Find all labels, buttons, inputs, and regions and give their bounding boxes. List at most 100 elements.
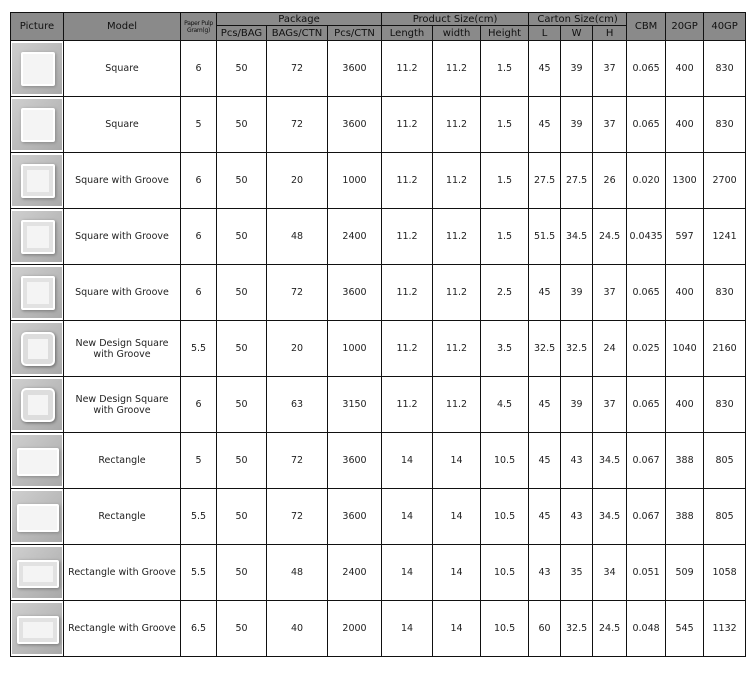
product-picture xyxy=(10,152,64,209)
cell-length: 11.2 xyxy=(381,96,434,153)
cell-height: 4.5 xyxy=(480,376,530,433)
cell-model: New Design Square with Groove xyxy=(63,376,181,433)
cell-model: Rectangle xyxy=(63,488,181,545)
cell-bags-ctn: 72 xyxy=(266,432,328,489)
cell-height: 10.5 xyxy=(480,488,530,545)
rectangle-tray-image xyxy=(12,435,62,486)
rectangle-tray-image xyxy=(12,491,62,542)
cell-bags-ctn: 72 xyxy=(266,264,328,321)
cell-w: 39 xyxy=(560,264,594,321)
cell-width: 14 xyxy=(432,544,482,601)
cell-cbm: 0.020 xyxy=(626,152,667,209)
cell-pcs-bag: 50 xyxy=(216,600,267,657)
cell-pcs-bag: 50 xyxy=(216,432,267,489)
cell-height: 1.5 xyxy=(480,208,530,265)
cell-gp20: 388 xyxy=(665,488,705,545)
cell-pcs-bag: 50 xyxy=(216,488,267,545)
header-bags-ctn: BAGs/CTN xyxy=(266,25,328,41)
cell-gp20: 545 xyxy=(665,600,705,657)
cell-height: 2.5 xyxy=(480,264,530,321)
cell-w: 43 xyxy=(560,432,594,489)
cell-gp40: 830 xyxy=(703,40,747,97)
cell-bags-ctn: 63 xyxy=(266,376,328,433)
header-model: Model xyxy=(63,12,181,41)
cell-bags-ctn: 48 xyxy=(266,208,328,265)
cell-width: 14 xyxy=(432,432,482,489)
cell-model: Rectangle xyxy=(63,432,181,489)
square-tray-image xyxy=(12,43,62,94)
cell-l: 45 xyxy=(528,488,562,545)
cell-gp40: 2700 xyxy=(703,152,747,209)
cell-gp20: 400 xyxy=(665,40,705,97)
cell-gp40: 1132 xyxy=(703,600,747,657)
table-row: Rectangle with Groove 5.5 50 48 2400 14 14 10.5… xyxy=(10,544,747,601)
cell-w: 39 xyxy=(560,96,594,153)
table-row: Square 5 50 72 3600 11.2 11.2 1.5 45 39 37 0.065 400… xyxy=(10,96,747,153)
product-picture xyxy=(10,376,64,433)
cell-w: 39 xyxy=(560,376,594,433)
header-picture: Picture xyxy=(10,12,64,41)
cell-cbm: 0.048 xyxy=(626,600,667,657)
cell-h: 24 xyxy=(592,320,628,377)
product-picture xyxy=(10,96,64,153)
cell-model: Square with Groove xyxy=(63,264,181,321)
cell-length: 14 xyxy=(381,432,434,489)
header-pcs-bag: Pcs/BAG xyxy=(216,25,267,41)
cell-height: 10.5 xyxy=(480,544,530,601)
header-pcs-ctn: Pcs/CTN xyxy=(326,25,383,41)
cell-gram: 5.5 xyxy=(180,488,217,545)
header-paper-pulp: Paper Pulp Gram(g) xyxy=(180,12,217,41)
cell-height: 3.5 xyxy=(480,320,530,377)
cell-gp20: 509 xyxy=(665,544,705,601)
cell-cbm: 0.065 xyxy=(626,40,667,97)
cell-model: Rectangle with Groove xyxy=(63,544,181,601)
cell-pcs-ctn: 1000 xyxy=(326,320,383,377)
cell-width: 11.2 xyxy=(432,152,482,209)
header-product-size: Product Size(cm) xyxy=(381,12,530,26)
cell-l: 27.5 xyxy=(528,152,562,209)
cell-height: 1.5 xyxy=(480,152,530,209)
cell-pcs-ctn: 3600 xyxy=(326,264,383,321)
cell-h: 34.5 xyxy=(592,488,628,545)
cell-bags-ctn: 72 xyxy=(266,488,328,545)
cell-gp20: 400 xyxy=(665,376,705,433)
cell-bags-ctn: 72 xyxy=(266,40,328,97)
cell-gram: 5 xyxy=(180,96,217,153)
table-row: Square with Groove 6 50 72 3600 11.2 11.2 2.5 45… xyxy=(10,264,747,321)
table-row: Rectangle 5.5 50 72 3600 14 14 10.5 45 43 34.5 0.06… xyxy=(10,488,747,545)
cell-gp20: 400 xyxy=(665,96,705,153)
cell-cbm: 0.065 xyxy=(626,264,667,321)
product-picture xyxy=(10,544,64,601)
cell-pcs-bag: 50 xyxy=(216,544,267,601)
cell-pcs-bag: 50 xyxy=(216,96,267,153)
cell-gram: 5.5 xyxy=(180,544,217,601)
cell-h: 24.5 xyxy=(592,600,628,657)
cell-gram: 6.5 xyxy=(180,600,217,657)
cell-bags-ctn: 48 xyxy=(266,544,328,601)
cell-gram: 5 xyxy=(180,432,217,489)
cell-pcs-bag: 50 xyxy=(216,320,267,377)
cell-gp40: 830 xyxy=(703,96,747,153)
cell-gp20: 388 xyxy=(665,432,705,489)
cell-length: 11.2 xyxy=(381,40,434,97)
header-l: L xyxy=(528,25,562,41)
cell-length: 11.2 xyxy=(381,264,434,321)
cell-l: 45 xyxy=(528,40,562,97)
cell-l: 51.5 xyxy=(528,208,562,265)
cell-length: 14 xyxy=(381,600,434,657)
cell-width: 11.2 xyxy=(432,208,482,265)
cell-h: 34 xyxy=(592,544,628,601)
product-picture xyxy=(10,40,64,97)
cell-pcs-bag: 50 xyxy=(216,376,267,433)
cell-l: 45 xyxy=(528,264,562,321)
product-picture xyxy=(10,600,64,657)
cell-pcs-ctn: 2400 xyxy=(326,208,383,265)
cell-w: 43 xyxy=(560,488,594,545)
cell-gp40: 1241 xyxy=(703,208,747,265)
cell-pcs-ctn: 2400 xyxy=(326,544,383,601)
cell-cbm: 0.051 xyxy=(626,544,667,601)
cell-pcs-ctn: 2000 xyxy=(326,600,383,657)
cell-w: 39 xyxy=(560,40,594,97)
cell-pcs-ctn: 3600 xyxy=(326,40,383,97)
cell-gram: 6 xyxy=(180,208,217,265)
